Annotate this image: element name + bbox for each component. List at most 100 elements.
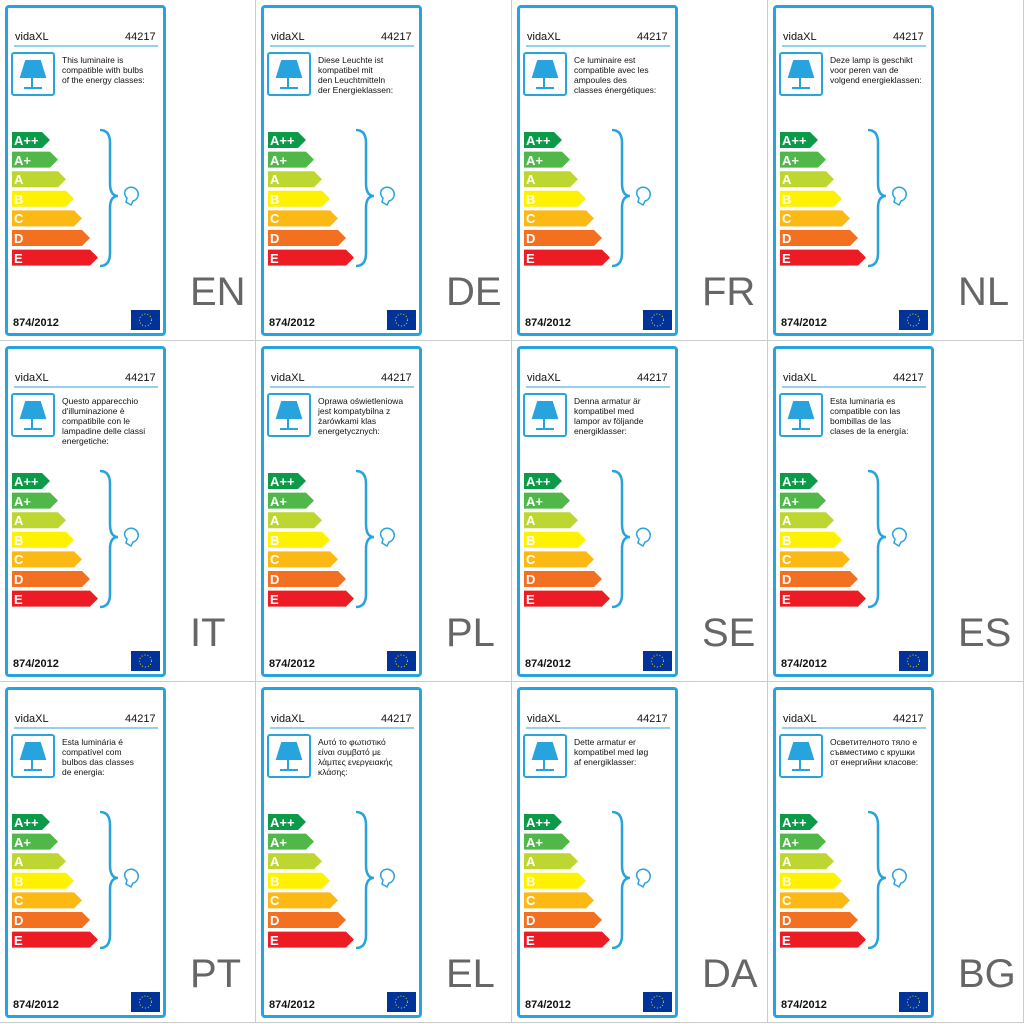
regulation: 874/2012	[781, 999, 827, 1011]
energy-class-label: A+	[14, 834, 31, 850]
lamp-icon	[531, 401, 559, 430]
energy-arrow	[524, 492, 570, 509]
eu-stars	[395, 654, 408, 668]
energy-arrow	[268, 492, 314, 509]
language-code: ES	[958, 611, 1012, 655]
compatibility-text: Αυτό το φωτιστικό είναι συμβατό με λάμπε…	[318, 737, 393, 777]
eu-flag	[899, 310, 928, 330]
energy-class-label: B	[526, 191, 536, 207]
lamp-icon	[531, 60, 559, 89]
energy-class-label: E	[14, 932, 23, 948]
brace	[355, 469, 375, 609]
bulb-icon	[124, 186, 139, 207]
energy-arrow	[12, 473, 50, 489]
energy-arrow	[780, 551, 850, 568]
compatibility-text: Esta luminaria es compatible con las bom…	[830, 396, 909, 436]
energy-class-label: E	[14, 591, 23, 607]
energy-class-label: D	[270, 231, 280, 246]
energy-class-label: C	[14, 893, 24, 909]
energy-class-label: C	[270, 552, 280, 568]
energy-arrow	[524, 190, 586, 207]
bulb-icon	[380, 186, 395, 207]
energy-arrow	[524, 571, 602, 587]
energy-arrow	[12, 590, 98, 607]
energy-arrow	[524, 171, 578, 188]
compatibility-text: Deze lamp is geschikt voor peren van de …	[830, 55, 922, 85]
label-graphics	[11, 727, 160, 1012]
brace	[99, 810, 119, 950]
brand: vidaXL	[527, 31, 561, 43]
model-number: 44217	[637, 31, 668, 43]
model-number: 44217	[893, 713, 924, 725]
energy-arrow	[12, 230, 90, 246]
bulb-icon	[636, 186, 651, 207]
eu-stars	[395, 995, 408, 1009]
energy-arrow	[524, 931, 610, 948]
energy-class-label: D	[270, 572, 280, 587]
energy-arrow	[268, 249, 354, 266]
lamp-icon	[787, 742, 815, 771]
energy-class-label: A	[526, 172, 536, 188]
energy-class-label: B	[782, 532, 792, 548]
energy-class-label: A++	[782, 474, 807, 489]
brace	[867, 128, 887, 268]
model-number: 44217	[125, 713, 156, 725]
energy-class-label: B	[270, 191, 280, 207]
bulb-icon	[892, 527, 907, 548]
brand: vidaXL	[527, 713, 561, 725]
energy-class-label: C	[526, 552, 536, 568]
energy-class-label: A++	[526, 133, 551, 148]
brace	[611, 469, 631, 609]
energy-class-label: D	[14, 572, 24, 587]
energy-arrow	[780, 249, 866, 266]
energy-arrow	[524, 551, 594, 568]
energy-arrow	[268, 590, 354, 607]
energy-arrow	[780, 473, 818, 489]
bulb-icon	[124, 527, 139, 548]
language-code: BG	[958, 952, 1016, 996]
compatibility-text: Denna armatur är kompatibel med lampor a…	[574, 396, 644, 436]
language-code: PT	[190, 952, 242, 996]
label-graphics	[523, 727, 672, 1012]
label-graphics	[267, 45, 416, 330]
energy-arrow	[268, 814, 306, 830]
energy-arrow	[12, 571, 90, 587]
energy-class-label: A	[14, 854, 24, 870]
energy-arrow	[268, 833, 314, 850]
eu-stars	[651, 313, 664, 327]
energy-class-label: E	[14, 250, 23, 266]
language-code: EN	[190, 270, 246, 314]
energy-class-label: A++	[270, 815, 295, 830]
model-number: 44217	[125, 31, 156, 43]
energy-class-label: E	[782, 591, 791, 607]
energy-arrow	[524, 151, 570, 168]
energy-class-label: A+	[782, 152, 799, 168]
energy-class-label: C	[270, 893, 280, 909]
energy-arrow	[12, 531, 74, 548]
brand: vidaXL	[15, 31, 49, 43]
energy-arrow	[780, 833, 826, 850]
energy-class-label: A++	[270, 133, 295, 148]
bulb-icon	[892, 868, 907, 889]
energy-class-label: A++	[526, 815, 551, 830]
energy-arrow	[268, 931, 354, 948]
regulation: 874/2012	[781, 658, 827, 670]
energy-arrow	[780, 571, 858, 587]
energy-arrow	[780, 492, 826, 509]
compatibility-text: Esta luminária é compatível com bulbos d…	[62, 737, 134, 777]
energy-arrow	[524, 531, 586, 548]
energy-class-label: E	[526, 250, 535, 266]
energy-arrow	[268, 892, 338, 909]
energy-arrow	[780, 230, 858, 246]
brace	[99, 469, 119, 609]
label-graphics	[523, 386, 672, 671]
compatibility-text: This luminaire is compatible with bulbs …	[62, 55, 145, 85]
